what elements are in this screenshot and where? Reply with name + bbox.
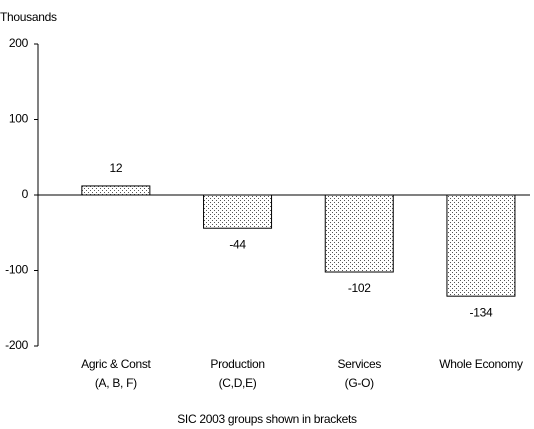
bar [324,194,394,273]
y-tick-label: 100 [9,112,29,126]
y-tick-label: -100 [5,263,28,277]
y-tick-label: 0 [22,187,29,201]
y-axis-label: Thousands [0,10,57,24]
x-tick-sublabel: (G-O) [345,376,374,390]
bar [446,194,516,297]
x-tick-label: Whole Economy [439,357,523,371]
bar [203,194,273,229]
y-tick-label: -200 [5,338,28,352]
x-tick-label: Services [337,357,381,371]
x-tick-sublabel: (A, B, F) [95,376,137,390]
data-label: 12 [109,161,122,175]
data-label: -102 [348,281,371,295]
data-label: -44 [229,237,246,251]
x-tick-label: Agric & Const [81,357,151,371]
x-axis-label: SIC 2003 groups shown in brackets [177,412,357,426]
data-label: -134 [470,305,493,319]
x-tick-label: Production [210,357,264,371]
y-tick-label: 200 [9,36,29,50]
bar [81,185,151,196]
x-tick-sublabel: (C,D,E) [219,376,257,390]
